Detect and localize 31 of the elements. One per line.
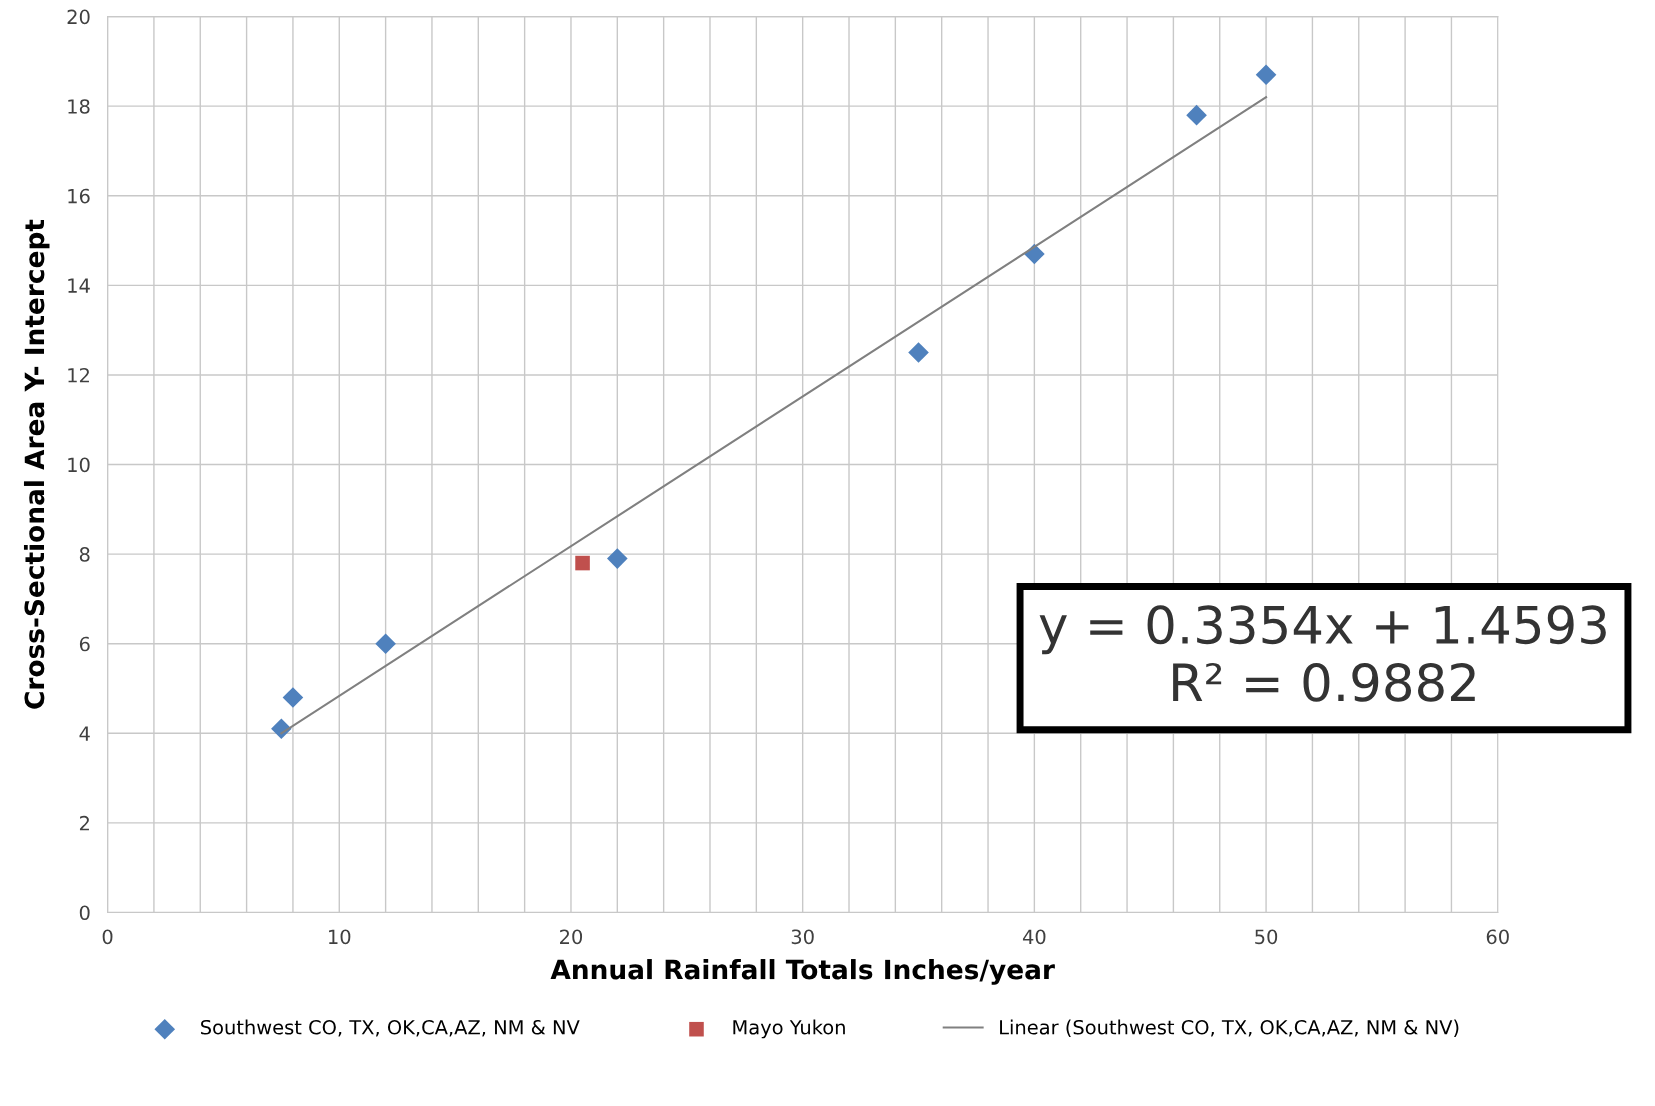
y-tick-label: 20 [67,9,90,25]
x-tick-label: 30 [791,929,814,945]
point [908,342,929,363]
x-tick-label: 60 [1486,929,1509,945]
point [607,548,628,569]
y-tick-label: 6 [79,636,90,652]
y-tick-label: 18 [68,99,90,114]
y-axis-title: Cross-Sectional Area Y- Intercept [23,219,50,709]
y-tick-label: 16 [68,188,90,204]
y-tick-label: 0 [79,905,90,921]
y-tick-label: 12 [68,367,89,383]
y-tick-label: 8 [79,547,90,562]
point [575,555,590,571]
y-tick-label: 2 [79,815,89,831]
x-tick-label: 10 [329,929,351,945]
y-tick-label: 4 [79,726,90,741]
point [1186,104,1207,126]
point [282,687,304,708]
y-tick-label: 14 [68,278,90,293]
x-tick-label: 50 [1255,929,1278,945]
y-tick-label: 10 [68,457,90,473]
point [1255,64,1277,86]
x-tick-label: 0 [102,929,113,945]
x-tick-label: 20 [560,929,583,945]
legend-label: Southwest CO, TX, OK,CA,AZ, NM & NV [201,1019,580,1037]
x-axis-title: Annual Rainfall Totals Inches/year [550,959,1055,985]
legend-label: Linear (Southwest CO, TX, OK,CA,AZ, NM & NV) [1000,1019,1459,1037]
x-tick-label: 40 [1022,929,1046,945]
point [375,633,396,654]
legend-label: Mayo Yukon [733,1019,845,1039]
annotation: y = 0.3354x + 1.4593 R² = 0.9882 [1039,605,1606,702]
